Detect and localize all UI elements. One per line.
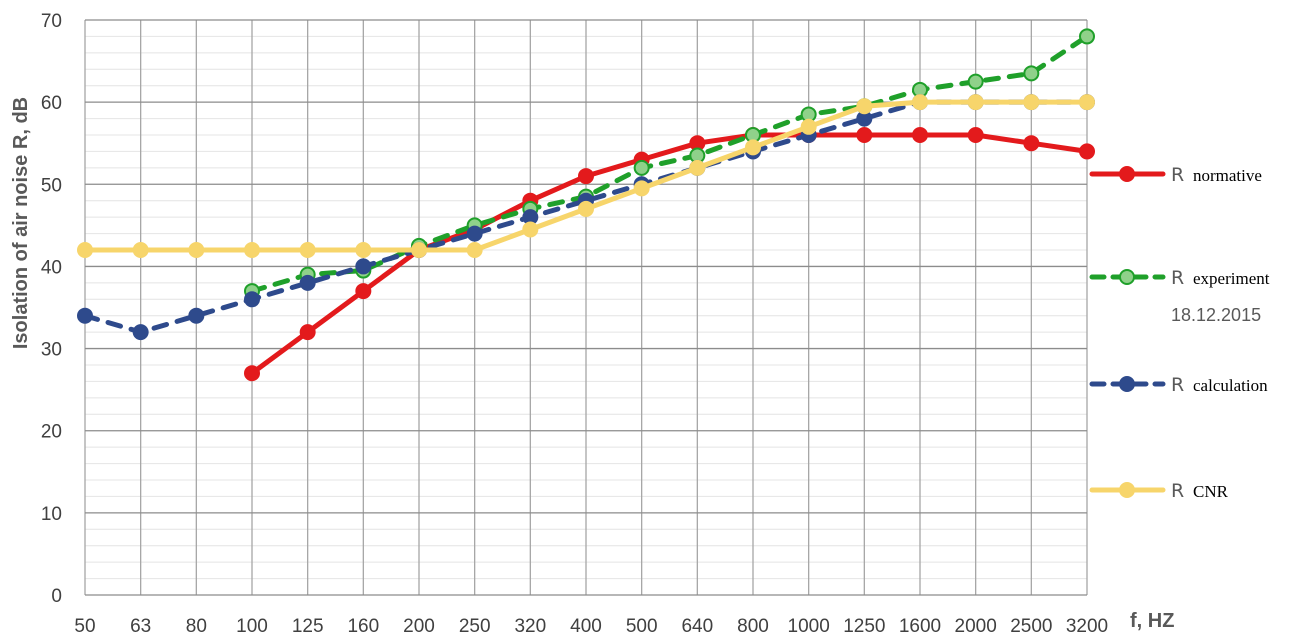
data-point	[1023, 94, 1040, 111]
legend-label: normative	[1193, 166, 1262, 185]
data-point	[800, 118, 817, 135]
data-point	[1079, 28, 1095, 45]
data-point	[633, 180, 650, 197]
x-tick-label: 200	[403, 616, 435, 637]
legend-item-cnr: R CNR	[1089, 480, 1229, 502]
data-point	[411, 242, 427, 258]
x-tick-label: 640	[681, 616, 713, 637]
x-tick-label: 50	[74, 616, 95, 637]
legend-prefix: R	[1171, 267, 1184, 289]
x-tick-label: 1000	[788, 616, 830, 637]
legend-label: CNR	[1193, 482, 1229, 501]
x-axis-title: f, HZ	[1130, 610, 1174, 632]
data-point	[912, 94, 928, 111]
y-tick-label: 10	[41, 504, 62, 525]
data-point	[355, 242, 372, 258]
y-tick-label: 20	[41, 422, 62, 443]
data-point	[188, 307, 205, 324]
series-layer	[77, 28, 1095, 382]
series-line	[249, 132, 1090, 376]
x-tick-label: 100	[236, 616, 268, 637]
data-point	[299, 274, 316, 291]
data-point	[132, 324, 149, 341]
legend-label: calculation	[1193, 376, 1268, 395]
y-tick-label: 50	[41, 175, 62, 196]
data-point	[1079, 143, 1095, 160]
x-tick-label: 1250	[843, 616, 885, 637]
x-tick-label: 500	[626, 616, 658, 637]
x-tick-label: 320	[514, 616, 546, 637]
data-point	[132, 242, 149, 258]
y-tick-label: 0	[51, 586, 62, 607]
data-point	[578, 168, 594, 185]
data-point	[299, 242, 316, 258]
legend-date: 18.12.2015	[1171, 305, 1261, 325]
x-tick-label: 1600	[899, 616, 941, 637]
x-tick-label: 125	[292, 616, 324, 637]
grid	[84, 19, 1088, 596]
data-point	[1023, 65, 1040, 82]
data-point	[689, 159, 706, 176]
data-point	[466, 242, 483, 258]
x-tick-label: 400	[570, 616, 602, 637]
data-point	[244, 242, 260, 258]
y-tick-label: 40	[41, 257, 62, 278]
data-point	[299, 324, 316, 341]
data-point	[355, 283, 372, 300]
data-point	[77, 307, 93, 324]
data-point	[77, 242, 93, 258]
data-point	[466, 225, 483, 242]
legend-marker	[1119, 166, 1135, 182]
data-point	[912, 127, 928, 143]
data-point	[1079, 94, 1095, 111]
data-point	[967, 73, 984, 90]
x-tick-label: 3200	[1066, 616, 1108, 637]
data-point	[244, 291, 260, 308]
y-tick-label: 70	[41, 11, 62, 32]
x-tick-label: 80	[186, 616, 207, 637]
data-point	[188, 242, 205, 258]
x-tick-label: 160	[347, 616, 379, 637]
legend-prefix: R	[1171, 164, 1184, 186]
series-normative	[244, 127, 1095, 382]
data-point	[856, 98, 873, 115]
legend-marker	[1119, 482, 1135, 498]
data-point	[633, 159, 650, 176]
series-line	[249, 33, 1090, 294]
x-tick-label: 2500	[1010, 616, 1052, 637]
data-point	[244, 365, 260, 382]
y-axis-title: Isolation of air noise R, dB	[10, 97, 32, 349]
data-point	[522, 221, 539, 238]
x-axis-ticks: 50 63 80 100 125 160 200 250 320 400 500 640 800 1000…	[74, 616, 1108, 637]
data-point	[578, 200, 594, 217]
data-point	[355, 258, 372, 275]
series-cnr	[77, 94, 1095, 258]
legend-marker	[1119, 269, 1135, 285]
x-tick-label: 63	[130, 616, 151, 637]
x-tick-label: 2000	[955, 616, 997, 637]
x-tick-label: 250	[459, 616, 491, 637]
y-axis-ticks: 0 10 20 30 40 50 60 70	[41, 11, 62, 607]
y-tick-label: 30	[41, 340, 62, 361]
legend-prefix: R	[1171, 480, 1184, 502]
legend-prefix: R	[1171, 374, 1184, 396]
x-tick-label: 800	[737, 616, 769, 637]
data-point	[745, 139, 761, 156]
data-point	[856, 127, 873, 143]
data-point	[967, 94, 984, 111]
legend-marker	[1119, 376, 1135, 392]
data-point	[967, 127, 984, 143]
y-tick-label: 60	[41, 93, 62, 114]
legend-label: experiment	[1193, 269, 1270, 288]
data-point	[1023, 135, 1040, 152]
